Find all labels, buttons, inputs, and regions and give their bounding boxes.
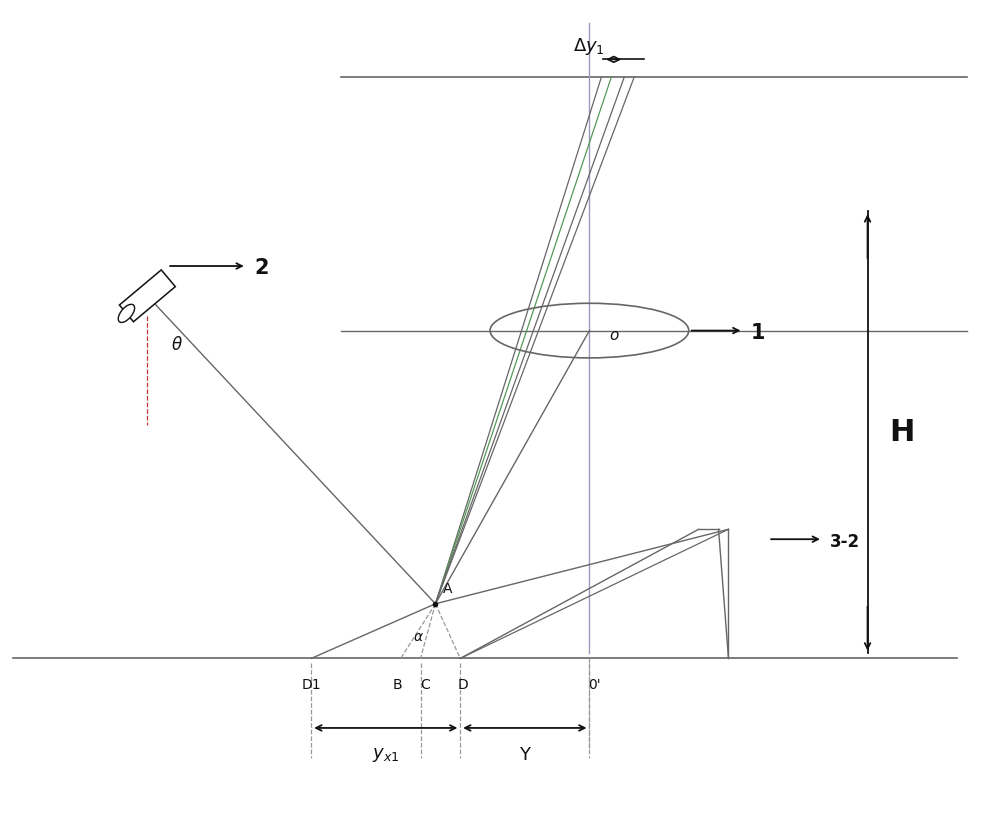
Text: H: H bbox=[889, 418, 915, 447]
Polygon shape bbox=[119, 270, 175, 321]
Text: 2: 2 bbox=[255, 258, 269, 278]
Text: Y: Y bbox=[519, 746, 530, 763]
Text: A: A bbox=[443, 581, 453, 596]
Text: $y_{x1}$: $y_{x1}$ bbox=[372, 746, 399, 763]
Text: 0': 0' bbox=[588, 678, 601, 692]
Text: B: B bbox=[393, 678, 402, 692]
Text: θ: θ bbox=[172, 336, 182, 355]
Ellipse shape bbox=[118, 305, 135, 322]
Text: o: o bbox=[610, 328, 619, 343]
Text: α: α bbox=[414, 629, 423, 644]
Text: C: C bbox=[421, 678, 430, 692]
Text: 1: 1 bbox=[750, 322, 765, 342]
Text: 3-2: 3-2 bbox=[830, 533, 860, 551]
Text: $\Delta y_1$: $\Delta y_1$ bbox=[573, 36, 605, 57]
Text: D: D bbox=[458, 678, 469, 692]
Text: D1: D1 bbox=[301, 678, 321, 692]
